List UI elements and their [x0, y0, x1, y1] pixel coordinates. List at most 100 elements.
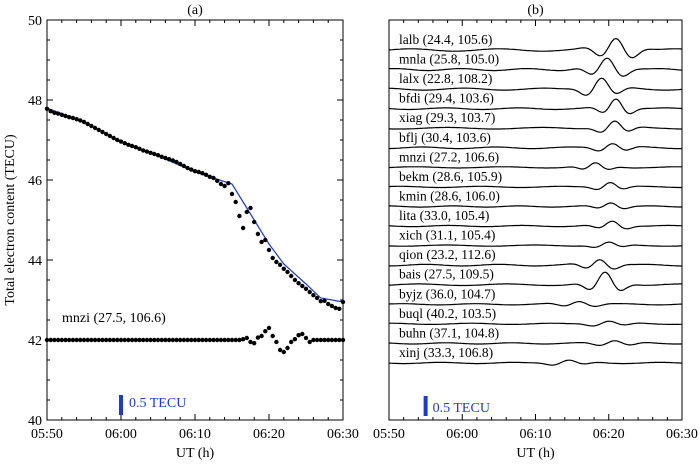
tec-data-point [207, 174, 212, 179]
mnzi-residual-point [289, 339, 294, 345]
mnzi-residual-point [292, 337, 298, 342]
mnzi-residual-point [126, 337, 131, 343]
station-trace [388, 77, 683, 96]
mnzi-residual-point [104, 337, 109, 343]
x-tick-label-b: 05:50 [373, 427, 405, 442]
mnzi-residual-point [240, 337, 246, 342]
tec-data-point [200, 171, 205, 176]
mnzi-residual-point [207, 337, 212, 343]
x-axis-label-a: UT (h) [176, 446, 215, 461]
mnzi-residual-point [129, 337, 135, 343]
x-tick-label-a: 06:10 [179, 427, 211, 442]
mnzi-residual-point [311, 337, 316, 343]
tec-data-point [129, 143, 135, 149]
station-trace [388, 259, 682, 270]
tec-data-point [266, 247, 272, 253]
mnzi-residual-point [255, 335, 261, 340]
tec-data-point [196, 169, 201, 175]
tec-data-point [277, 262, 283, 267]
tec-data-point [155, 153, 161, 158]
tec-data-point [296, 281, 301, 286]
mnzi-residual-point [192, 337, 198, 343]
fitted-trend-line [46, 107, 344, 303]
tec-data-point [215, 178, 220, 183]
station-label: mnzi (27.2, 106.6) [399, 149, 499, 164]
mnzi-residual-point [300, 331, 305, 337]
y-tick-label-a: 40 [28, 414, 42, 429]
tec-data-point [244, 209, 249, 215]
tec-data-point [144, 149, 150, 154]
panel-b-title: (b) [527, 3, 544, 18]
station-trace [389, 271, 682, 292]
mnzi-residual-point [111, 337, 116, 343]
tec-data-point [274, 259, 279, 265]
station-trace [389, 320, 682, 327]
tec-data-point [44, 106, 50, 112]
mnzi-residual-point [340, 337, 346, 343]
station-label: bfdi (29.4, 103.6) [399, 91, 494, 106]
station-trace [388, 359, 683, 366]
tec-data-point [318, 299, 323, 304]
mnzi-residual-point [63, 337, 68, 343]
mnzi-residual-point [326, 337, 331, 343]
tec-data-point [137, 146, 142, 151]
tec-data-point [141, 148, 146, 153]
tec-data-point [81, 119, 87, 125]
mnzi-residual-point [248, 339, 253, 345]
station-trace [389, 202, 683, 210]
mnzi-residual-point [92, 337, 98, 343]
station-label: bflj (30.4, 103.6) [399, 130, 491, 145]
tec-data-point [122, 141, 127, 146]
mnzi-residual-point [270, 333, 275, 339]
mnzi-residual-point [89, 337, 94, 343]
plot-frame-a [46, 19, 344, 421]
station-label: lita (33.0, 105.4) [399, 208, 489, 223]
tec-data-point [252, 219, 257, 225]
station-label: xinj (33.3, 106.8) [399, 345, 493, 360]
mnzi-residual-point [185, 337, 190, 343]
station-trace [388, 340, 683, 347]
tec-data-point [333, 305, 338, 311]
tec-data-point [63, 113, 68, 119]
mnzi-residual-point [118, 337, 124, 343]
tec-data-point [218, 181, 224, 187]
tec-data-point [148, 150, 153, 155]
mnzi-residual-point [48, 337, 53, 343]
station-label: lalb (24.4, 105.6) [399, 32, 492, 47]
tec-data-point [115, 137, 120, 143]
mnzi-residual-point [337, 337, 342, 343]
tec-data-point [203, 172, 209, 177]
y-tick-label-a: 42 [28, 334, 42, 349]
station-trace [389, 181, 682, 191]
y-tick-label-a: 46 [28, 174, 42, 189]
tec-data-point [289, 273, 294, 279]
tec-data-point [126, 142, 131, 147]
mnzi-residual-point [303, 335, 309, 341]
tec-data-point [314, 295, 320, 301]
tec-data-point [133, 145, 138, 150]
tec-data-point [52, 110, 57, 116]
mnzi-residual-point [307, 339, 312, 345]
mnzi-residual-point [233, 337, 238, 343]
tec-data-point [100, 129, 105, 135]
tec-data-point [166, 157, 172, 162]
tec-data-point [163, 155, 168, 161]
tec-data-point [281, 266, 286, 271]
mnzi-residual-point [122, 337, 127, 343]
tec-data-point [96, 127, 102, 133]
mnzi-residual-point [218, 337, 224, 343]
tec-data-point [240, 225, 246, 231]
tec-data-point [263, 237, 268, 243]
tec-data-point [237, 213, 242, 219]
station-trace [388, 143, 682, 152]
x-tick-label-b: 06:30 [666, 427, 698, 442]
mnzi-residual-point [252, 341, 257, 346]
y-tick-label-a: 48 [28, 94, 42, 109]
scale-bar-label-b: 0.5 TECU [433, 401, 490, 416]
x-axis-label-b: UT (h) [516, 446, 555, 461]
mnzi-residual-point [155, 337, 161, 343]
mnzi-residual-point [281, 349, 286, 355]
mnzi-residual-point [259, 333, 264, 339]
mnzi-residual-point [170, 337, 175, 343]
